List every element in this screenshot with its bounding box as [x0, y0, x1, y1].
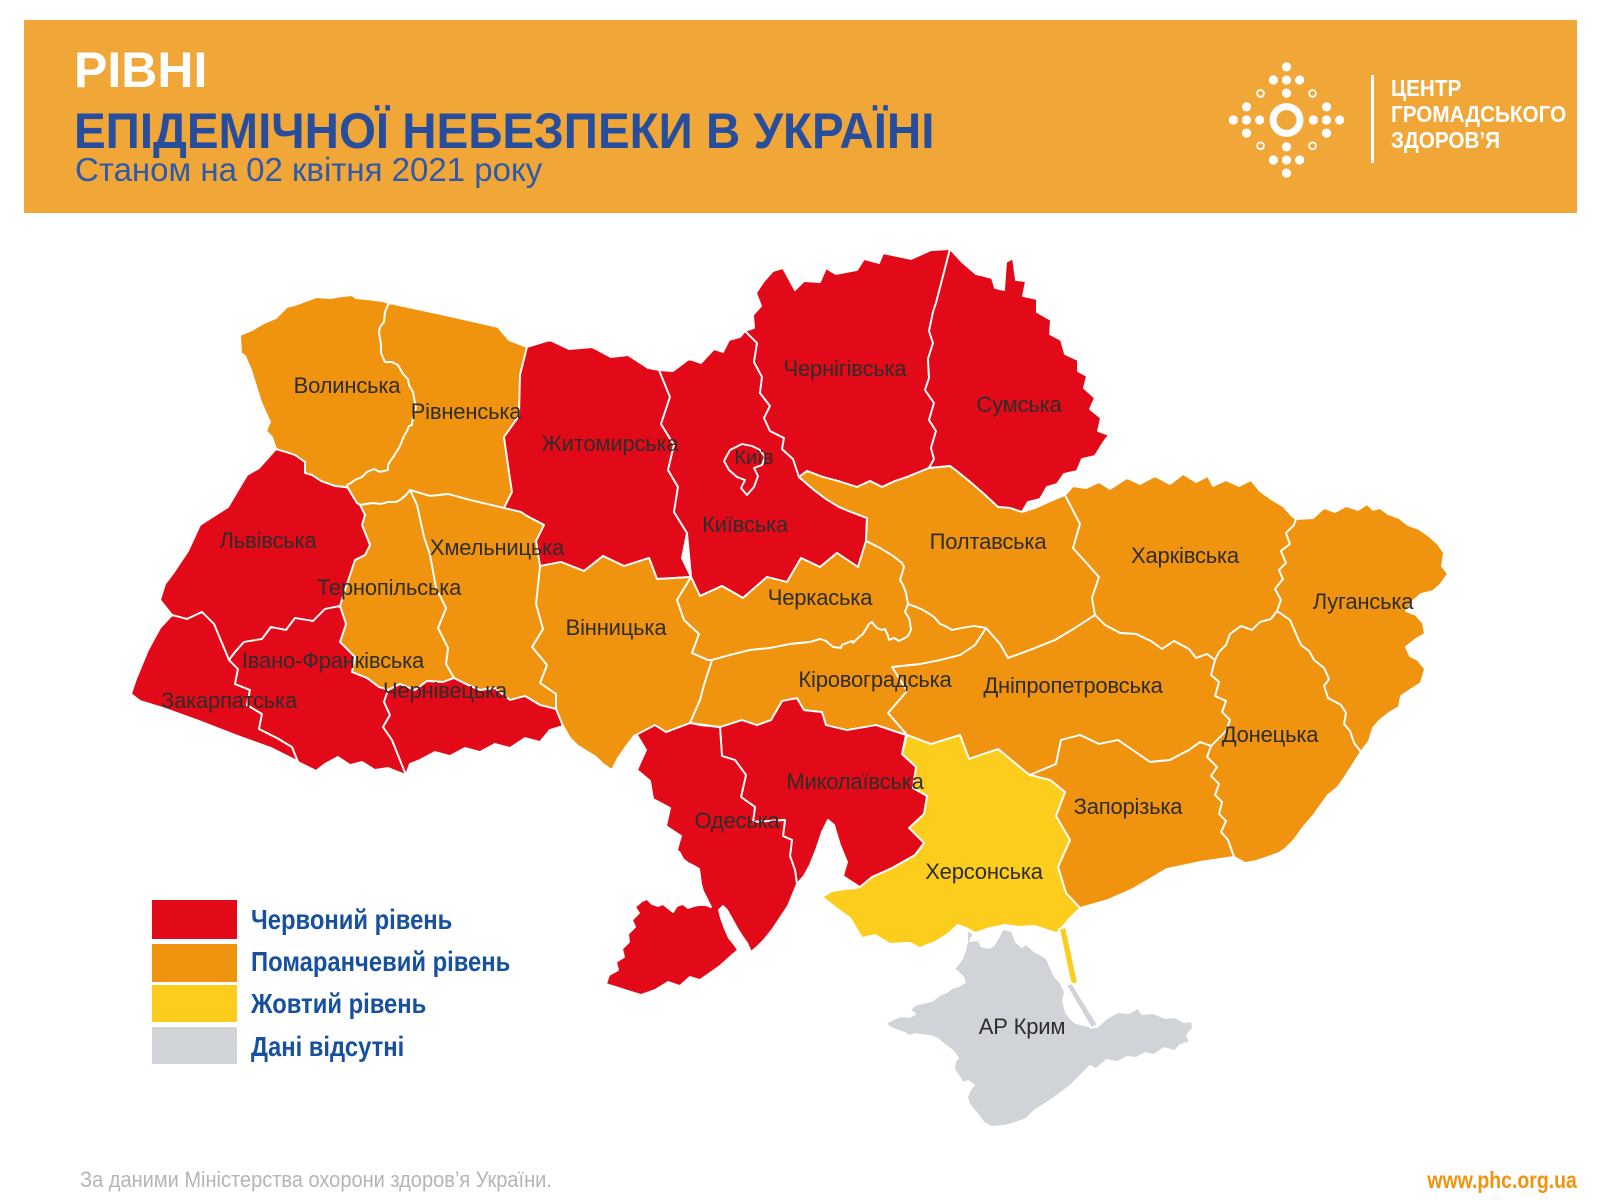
svg-text:Житомирська: Житомирська [542, 431, 680, 456]
svg-text:Вінницька: Вінницька [566, 615, 668, 640]
svg-text:Волинська: Волинська [294, 373, 402, 398]
svg-text:Тернопільська: Тернопільська [317, 575, 462, 600]
svg-text:Київська: Київська [702, 512, 789, 537]
svg-text:Рівненська: Рівненська [411, 399, 523, 424]
svg-text:Дніпропетровська: Дніпропетровська [983, 673, 1163, 698]
svg-text:Одеська: Одеська [694, 808, 780, 833]
svg-text:Харківська: Харківська [1131, 543, 1240, 568]
svg-text:Сумська: Сумська [976, 392, 1062, 417]
svg-text:Миколаївська: Миколаївська [786, 769, 924, 794]
svg-text:Полтавська: Полтавська [930, 529, 1048, 554]
svg-text:Запорізька: Запорізька [1074, 794, 1184, 819]
svg-text:Київ: Київ [734, 447, 773, 469]
svg-text:Закарпатська: Закарпатська [161, 688, 298, 713]
svg-text:Хмельницька: Хмельницька [430, 535, 565, 560]
svg-text:АР Крим: АР Крим [979, 1014, 1066, 1039]
svg-text:Івано-Франківська: Івано-Франківська [242, 648, 425, 673]
svg-text:Херсонська: Херсонська [925, 859, 1044, 884]
svg-text:Кіровоградська: Кіровоградська [798, 667, 952, 692]
svg-text:Чернігівська: Чернігівська [784, 356, 908, 381]
svg-text:Чернівецька: Чернівецька [383, 678, 508, 703]
svg-text:Донецька: Донецька [1222, 722, 1320, 747]
svg-text:Львівська: Львівська [220, 528, 318, 553]
svg-text:Луганська: Луганська [1313, 589, 1415, 614]
svg-text:Черкаська: Черкаська [768, 585, 873, 610]
